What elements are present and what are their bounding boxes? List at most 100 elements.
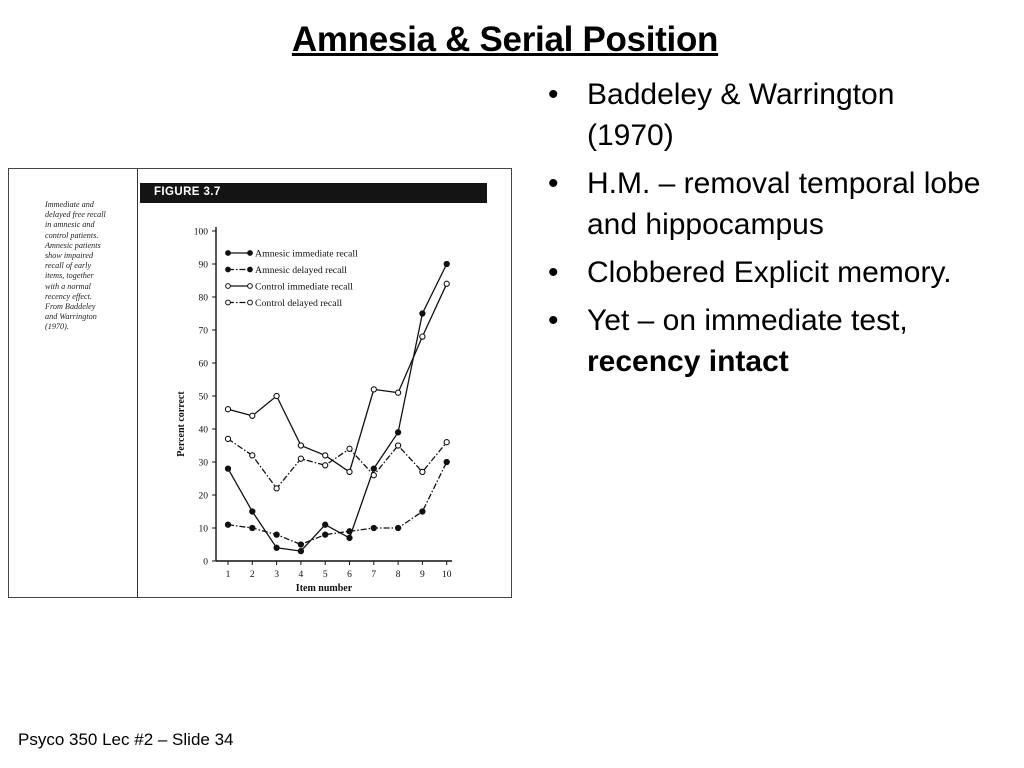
bullet-emphasis: recency intact bbox=[587, 345, 789, 378]
y-tick-label: 20 bbox=[199, 492, 209, 502]
x-tick-label: 8 bbox=[396, 570, 401, 580]
data-point bbox=[273, 392, 280, 400]
data-point bbox=[443, 260, 450, 268]
legend-marker bbox=[247, 299, 253, 306]
data-point bbox=[394, 524, 402, 532]
data-point bbox=[419, 508, 426, 515]
legend-marker bbox=[225, 250, 231, 256]
series-line bbox=[227, 283, 448, 473]
y-tick-label: 70 bbox=[199, 327, 209, 337]
data-point bbox=[249, 412, 256, 419]
y-tick-label: 100 bbox=[194, 228, 209, 238]
bullet-text: H.M. – removal temporal lobe and hippoca… bbox=[587, 167, 981, 241]
y-tick-label: 50 bbox=[199, 393, 209, 403]
data-point bbox=[273, 531, 280, 538]
caption-line: recency effect. bbox=[45, 291, 92, 301]
bullet-item: • Yet – on immediate test, recency intact bbox=[548, 300, 988, 382]
caption-line: items, together bbox=[45, 271, 94, 281]
caption-line: and Warrington bbox=[45, 312, 97, 322]
caption-line: in amnesic and bbox=[45, 220, 95, 230]
data-point bbox=[224, 406, 232, 413]
y-tick-label: 80 bbox=[199, 294, 209, 304]
legend-marker bbox=[225, 299, 231, 306]
caption-line: recall of early bbox=[45, 261, 92, 271]
data-point bbox=[443, 280, 450, 287]
legend-marker bbox=[225, 283, 231, 289]
data-point bbox=[297, 547, 305, 555]
legend-label: Amnesic delayed recall bbox=[255, 265, 347, 276]
figure-label: FIGURE 3.7 bbox=[154, 186, 221, 198]
data-point bbox=[370, 472, 377, 479]
slide-footer: Psyco 350 Lec #2 – Slide 34 bbox=[18, 730, 234, 749]
data-point bbox=[394, 429, 402, 436]
slide-title: Amnesia & Serial Position bbox=[291, 20, 719, 59]
x-axis-label: Item number bbox=[296, 583, 353, 594]
data-point bbox=[346, 468, 353, 476]
data-point bbox=[346, 528, 353, 535]
data-point bbox=[297, 455, 305, 462]
data-point bbox=[297, 541, 305, 548]
data-point bbox=[322, 452, 329, 459]
caption-line: show impaired bbox=[45, 251, 94, 261]
bullet-text: Clobbered Explicit memory. bbox=[587, 256, 952, 289]
data-point bbox=[322, 462, 329, 469]
data-point bbox=[346, 445, 353, 452]
bullet-list: • Baddeley & Warrington (1970) • H.M. – rem… bbox=[548, 74, 988, 389]
data-point bbox=[273, 544, 280, 551]
y-tick-label: 90 bbox=[199, 261, 209, 271]
x-tick-label: 5 bbox=[323, 570, 328, 580]
bullet-marker: • bbox=[548, 167, 559, 200]
data-point bbox=[224, 465, 232, 472]
caption-line: delayed free recall bbox=[45, 210, 106, 220]
bullet-item: • H.M. – removal temporal lobe and hippoc… bbox=[548, 163, 988, 245]
data-point bbox=[419, 333, 426, 340]
x-tick-label: 7 bbox=[371, 570, 376, 580]
series-line bbox=[227, 461, 448, 546]
data-point bbox=[419, 468, 426, 476]
x-tick-label: 6 bbox=[347, 570, 352, 580]
y-tick-label: 0 bbox=[203, 558, 208, 568]
bullet-text: Baddeley & Warrington (1970) bbox=[587, 78, 895, 152]
bullet-marker: • bbox=[548, 256, 559, 289]
data-point bbox=[249, 524, 256, 532]
x-tick-label: 4 bbox=[299, 570, 304, 580]
bullet-marker: • bbox=[548, 78, 559, 111]
caption-line: (1970). bbox=[45, 322, 69, 332]
legend-marker bbox=[247, 250, 253, 256]
series-line bbox=[227, 438, 448, 490]
legend-label: Control delayed recall bbox=[255, 298, 342, 309]
x-tick-label: 2 bbox=[250, 570, 255, 580]
data-point bbox=[394, 442, 402, 449]
data-point bbox=[394, 389, 402, 396]
y-tick-label: 40 bbox=[199, 426, 209, 436]
x-tick-label: 1 bbox=[226, 570, 231, 580]
legend-label: Control immediate recall bbox=[255, 282, 353, 293]
figure-banner: FIGURE 3.7 bbox=[140, 183, 487, 203]
data-point bbox=[249, 508, 256, 515]
data-point bbox=[322, 531, 329, 538]
data-point bbox=[419, 310, 426, 317]
bullet-marker: • bbox=[548, 304, 559, 337]
y-tick-label: 10 bbox=[199, 525, 209, 535]
bullet-item: • Clobbered Explicit memory. bbox=[548, 252, 988, 293]
caption-line: Immediate and bbox=[45, 200, 94, 209]
serial-position-chart: 0 10 20 30 40 50 60 70 80 90 100 1 2 3 4 5 6 7 8 9 10 Item nu… bbox=[176, 227, 452, 594]
bullet-text: Yet – on immediate test, bbox=[587, 304, 908, 337]
data-point bbox=[273, 485, 280, 492]
data-point bbox=[346, 534, 353, 542]
x-tick-label: 3 bbox=[274, 570, 279, 580]
y-tick-label: 60 bbox=[199, 360, 209, 370]
legend-label: Amnesic immediate recall bbox=[255, 249, 358, 260]
x-tick-label: 9 bbox=[420, 570, 425, 580]
legend-marker bbox=[247, 283, 253, 289]
caption-line: From Baddeley bbox=[45, 302, 96, 312]
data-point bbox=[370, 465, 377, 472]
y-tick-label: 30 bbox=[199, 459, 209, 469]
legend-marker bbox=[225, 266, 231, 273]
data-point bbox=[443, 439, 450, 446]
caption-column: Immediate and delayed free recall in amnes… bbox=[9, 169, 138, 597]
data-point bbox=[370, 386, 377, 393]
figure-panel: Immediate and delayed free recall in amnes… bbox=[8, 168, 512, 598]
figure-caption: Immediate and delayed free recall in amnes… bbox=[45, 200, 137, 333]
data-point bbox=[224, 521, 232, 528]
